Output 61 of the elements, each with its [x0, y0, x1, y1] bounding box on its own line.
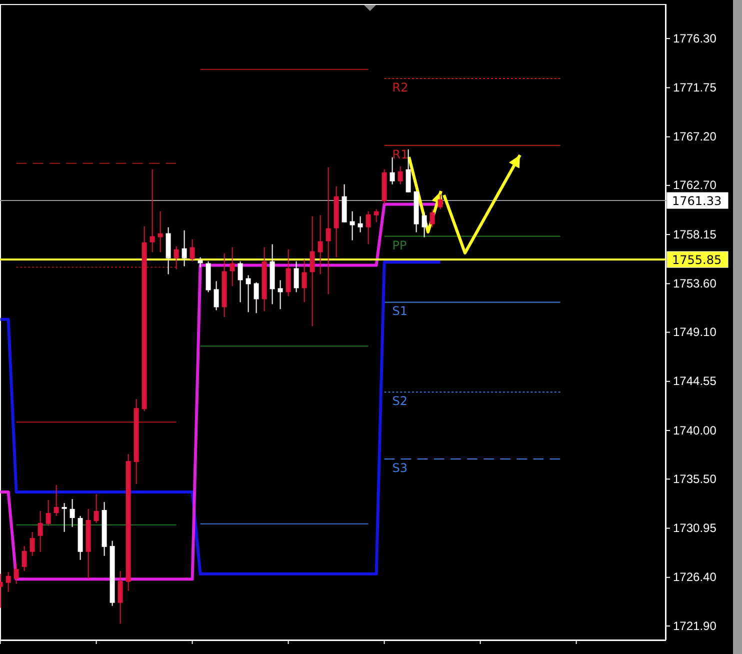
candlestick — [30, 531, 35, 556]
candlestick — [150, 168, 155, 253]
candlestick — [422, 212, 427, 238]
candlestick — [254, 282, 259, 314]
candlestick — [398, 166, 403, 185]
y-tick-label: 1762.70 — [673, 178, 717, 192]
candlestick — [358, 216, 363, 233]
candlestick — [38, 510, 43, 552]
y-tick-label: 1749.10 — [673, 325, 717, 340]
candlestick — [230, 246, 235, 287]
candlestick — [390, 156, 395, 185]
candlestick — [6, 571, 11, 592]
y-tick-label: 1721.90 — [673, 618, 717, 633]
y-tick-label: 1776.30 — [673, 31, 717, 46]
y-tick-label: 1740.00 — [673, 423, 717, 438]
candlestick — [54, 484, 59, 516]
y-tick-label: 1753.60 — [673, 276, 717, 291]
y-tick-label: 1744.55 — [673, 374, 717, 388]
series-label: S1 — [392, 304, 408, 318]
candlestick — [62, 502, 67, 532]
candlestick — [278, 280, 283, 310]
candlestick — [294, 260, 299, 293]
line-series — [0, 260, 442, 576]
candlestick — [158, 210, 163, 253]
series-label: S2 — [392, 394, 408, 408]
candlestick — [246, 274, 251, 313]
candlestick — [70, 498, 75, 528]
candlestick — [310, 216, 315, 327]
candlestick — [46, 499, 51, 526]
candlestick — [318, 214, 323, 275]
candlestick — [238, 260, 243, 303]
candlestick — [198, 256, 203, 268]
candlestick — [214, 280, 219, 311]
series-label: R1 — [392, 147, 408, 162]
y-tick-label: 1771.75 — [673, 80, 717, 95]
series-label: S3 — [392, 461, 408, 476]
candlestick — [374, 208, 379, 223]
candlestick — [174, 246, 179, 270]
series-label: R2 — [392, 80, 408, 95]
series-label: PP — [392, 238, 407, 252]
y-tick-label: 1726.40 — [673, 570, 717, 584]
candlestick — [406, 148, 411, 193]
y-tick-label: 1767.20 — [673, 130, 717, 144]
candlestick — [350, 210, 355, 241]
candlestick — [438, 194, 443, 210]
ref-line-label: 1761.33 — [672, 194, 722, 208]
candlestick — [14, 563, 19, 584]
candlestick — [22, 545, 27, 572]
y-tick-label: 1730.95 — [673, 521, 717, 536]
candlestick — [182, 230, 187, 267]
ref-line-label: 1755.85 — [672, 253, 722, 267]
y-tick-label: 1735.50 — [673, 472, 717, 486]
candlestick — [94, 494, 99, 524]
candlestick — [302, 258, 307, 303]
candlestick — [326, 166, 331, 295]
candlestick — [430, 208, 435, 228]
candlestick — [190, 238, 195, 262]
candlestick — [118, 570, 123, 624]
candlestick — [286, 248, 291, 297]
candlestick — [366, 210, 371, 245]
y-tick-label: 1758.15 — [673, 227, 717, 242]
